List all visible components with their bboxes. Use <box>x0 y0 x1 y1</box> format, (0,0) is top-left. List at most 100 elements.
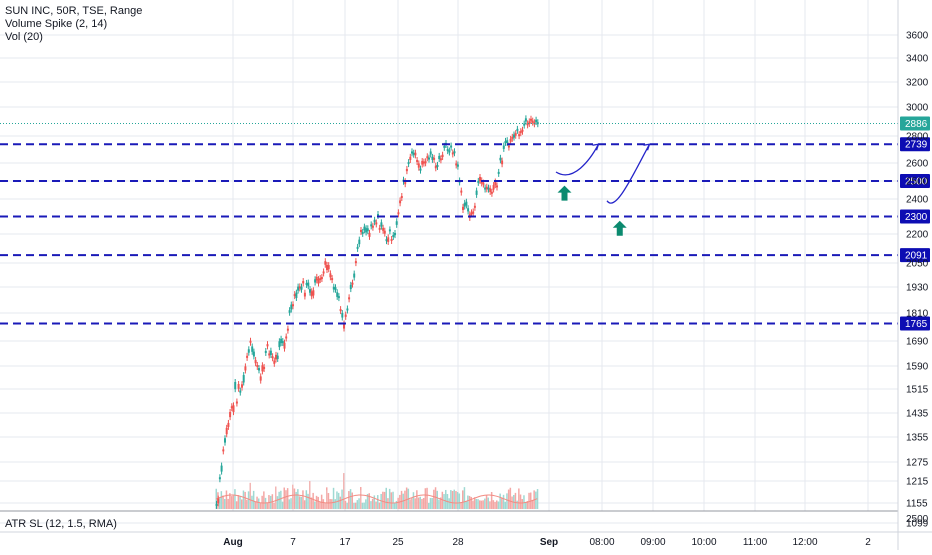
candle <box>385 239 388 242</box>
candle <box>388 229 391 232</box>
candle <box>254 359 257 364</box>
candle <box>360 229 362 232</box>
y-tick-label: 1690 <box>906 337 929 348</box>
candle <box>370 224 373 227</box>
volume-bar <box>283 487 285 509</box>
candle <box>523 123 526 126</box>
candle <box>273 360 276 364</box>
candle <box>319 278 322 281</box>
price-axis[interactable]: 3600 3400 3200 3000 2800 2600 2500 2400 2200 2050… <box>906 31 929 530</box>
time-axis[interactable]: Aug 7 17 25 28 Sep 08:00 09:00 10:00 11:00 12:00 2 <box>223 537 871 548</box>
volume-bar <box>281 501 284 509</box>
volume-bar <box>322 499 325 509</box>
volume-bar <box>303 500 306 509</box>
volume-bar <box>373 495 376 509</box>
price-level-label: 2091 <box>905 251 928 262</box>
volume-bar <box>499 493 501 509</box>
volume-legend[interactable]: Vol (20) <box>5 31 43 43</box>
candle <box>514 133 517 136</box>
volume-bar <box>339 496 342 509</box>
candle <box>438 155 441 160</box>
y-tick-label: 3400 <box>906 54 929 65</box>
volume-bar <box>383 491 386 509</box>
candle <box>426 156 429 159</box>
volume-bar <box>468 495 471 509</box>
volume-bar <box>414 498 416 509</box>
candle <box>519 131 522 134</box>
x-tick-label: 10:00 <box>691 537 716 548</box>
volume-bar <box>310 497 313 509</box>
candle <box>266 344 269 347</box>
volume-bar <box>507 489 510 509</box>
volume-bar <box>484 498 486 509</box>
volume-bar <box>258 498 260 509</box>
volume-bar <box>489 501 491 509</box>
candle <box>322 271 325 274</box>
price-level-label: 2739 <box>905 140 928 151</box>
volume-bar <box>363 502 365 509</box>
volume-bar <box>351 492 353 509</box>
volume-bar <box>405 487 408 509</box>
volume-bar <box>327 493 330 509</box>
volume-bar <box>434 487 437 509</box>
candle <box>502 145 505 149</box>
volume-bar <box>487 497 489 509</box>
projection-path[interactable] <box>606 143 651 204</box>
volume-spike-bar <box>275 486 277 509</box>
volume-bar <box>244 491 246 509</box>
buy-arrow-icon[interactable] <box>612 220 627 236</box>
chart-legend[interactable]: SUN INC, 50R, TSE, Range Volume Spike (2… <box>5 5 142 44</box>
candle <box>224 438 226 443</box>
volume-spike-bar <box>343 473 345 509</box>
candle <box>310 291 313 297</box>
candle <box>354 261 357 264</box>
candle <box>424 161 427 164</box>
volume-bar <box>436 490 438 509</box>
volume-bar <box>475 498 478 509</box>
buy-arrow-icon[interactable] <box>557 185 572 201</box>
volume-bar <box>412 492 415 509</box>
volume-bar <box>394 502 396 509</box>
symbol-legend[interactable]: SUN INC, 50R, TSE, Range <box>5 5 143 17</box>
candle <box>428 157 430 160</box>
atr-legend[interactable]: ATR SL (12, 1.5, RMA) <box>5 518 117 530</box>
price-level-badge <box>900 248 930 263</box>
candle <box>365 228 368 233</box>
projection-path[interactable] <box>555 143 600 176</box>
candle <box>392 234 395 237</box>
candle <box>441 154 444 158</box>
candle <box>351 282 354 285</box>
candle <box>269 350 272 355</box>
y-tick-label: 1275 <box>906 458 929 469</box>
y-tick-label: 2800 <box>906 132 929 143</box>
y-tick-label: 1155 <box>906 499 928 510</box>
candle <box>317 279 320 284</box>
volume-bar <box>286 488 289 509</box>
atr-axis-tick: 2500 <box>906 514 929 525</box>
volume-spike-legend[interactable]: Volume Spike (2, 14) <box>5 18 108 30</box>
price-level-badge <box>900 174 930 188</box>
volume-spike-bar <box>309 481 311 509</box>
candle <box>356 246 359 249</box>
volume-bar <box>370 501 372 509</box>
candle <box>453 151 456 154</box>
volume-bar <box>256 496 258 509</box>
candle <box>421 160 424 165</box>
candle <box>218 477 221 480</box>
candle <box>344 314 347 317</box>
candle <box>499 157 502 161</box>
volume-bar <box>448 498 450 509</box>
candle <box>268 353 271 356</box>
candle <box>492 185 495 190</box>
candle <box>256 364 259 367</box>
volume-bar <box>225 490 228 509</box>
volume-bar <box>528 492 530 509</box>
candle <box>371 225 374 228</box>
candle <box>489 188 492 192</box>
volume-bar <box>451 490 454 509</box>
volume-bar <box>276 496 279 509</box>
candle <box>496 185 498 188</box>
candle <box>479 176 481 181</box>
